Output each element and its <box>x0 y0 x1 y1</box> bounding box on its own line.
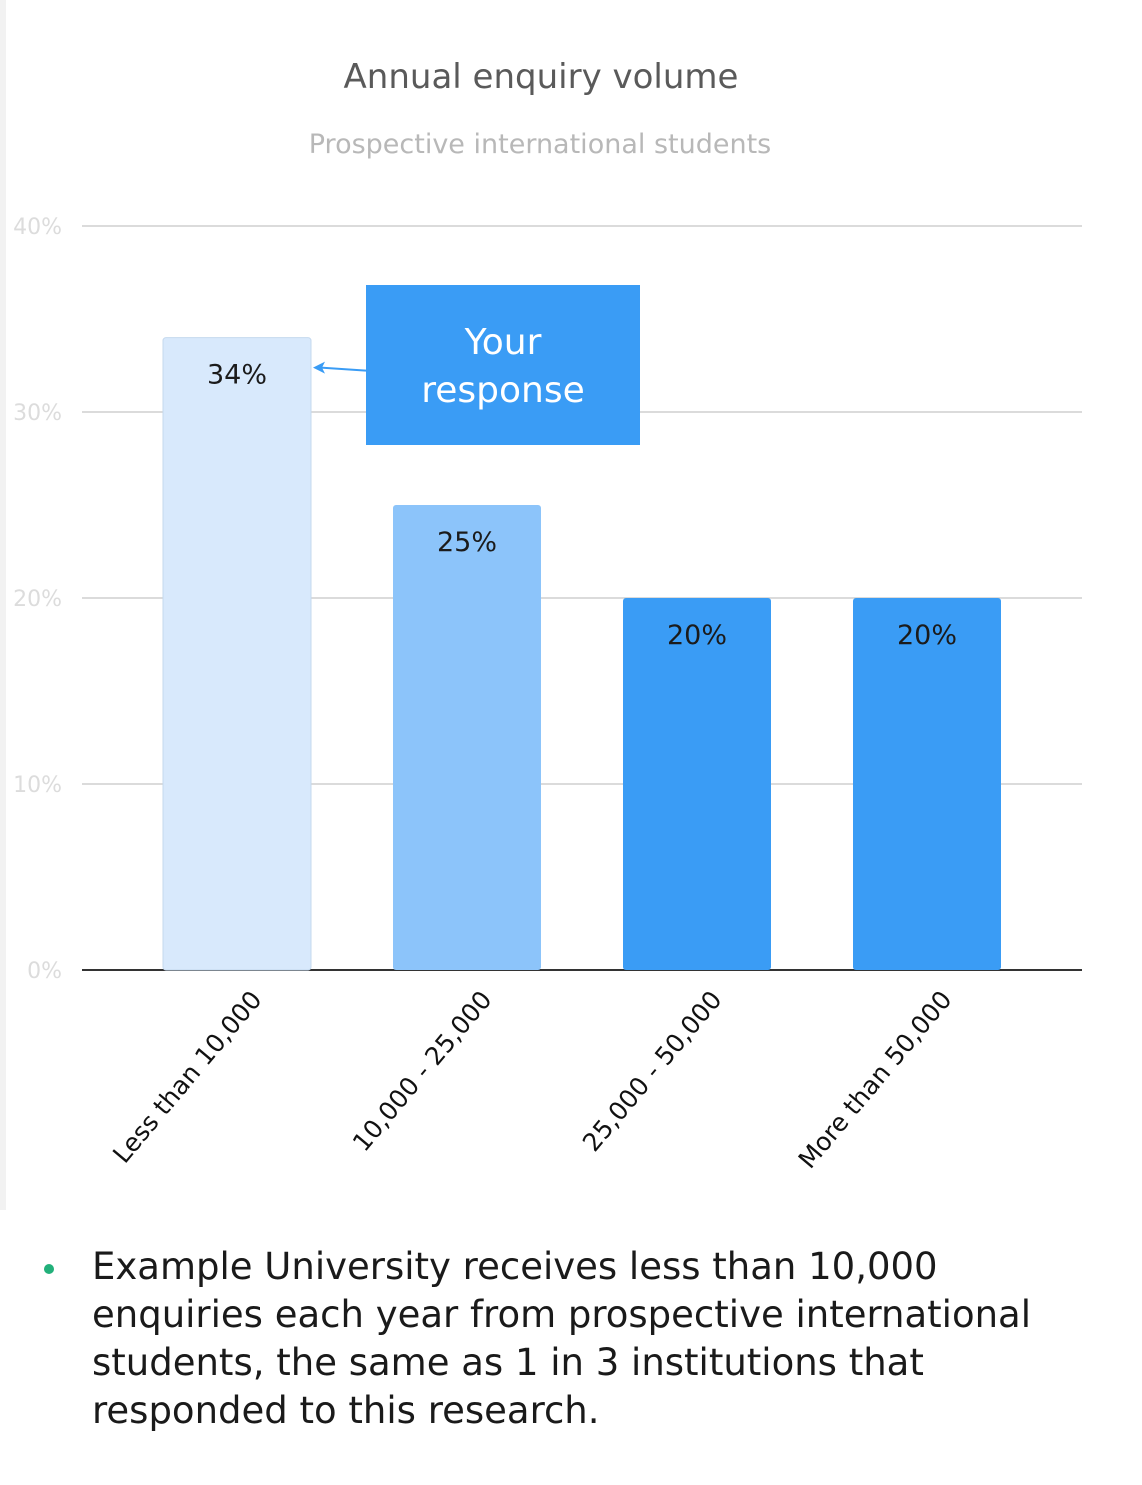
callout-arrow-line <box>320 366 367 372</box>
category-label: 25,000 - 50,000 <box>577 985 728 1157</box>
x-axis-labels: Less than 10,000 10,000 - 25,000 25,000 - … <box>107 985 957 1174</box>
arrowhead-icon <box>313 361 325 374</box>
bullet-icon <box>44 1264 54 1274</box>
chart-title: Annual enquiry volume <box>344 57 739 97</box>
y-axis-ticks: 0% 10% 20% 30% 40% <box>13 215 62 984</box>
chart-subtitle: Prospective international students <box>309 129 771 160</box>
y-tick-label: 40% <box>13 215 62 240</box>
bar-chart: Annual enquiry volume Prospective intern… <box>13 57 1082 1174</box>
y-tick-label: 20% <box>13 587 62 612</box>
category-label: 10,000 - 25,000 <box>347 985 498 1157</box>
y-tick-label: 30% <box>13 401 62 426</box>
your-response-callout: Your response <box>313 285 640 445</box>
summary-bullet: Example University receives less than 10… <box>44 1243 1114 1435</box>
data-label: 20% <box>667 620 727 651</box>
data-label: 25% <box>437 527 497 558</box>
bar <box>393 505 541 970</box>
y-tick-label: 0% <box>27 959 62 984</box>
y-tick-label: 10% <box>13 773 62 798</box>
callout-box <box>366 285 640 445</box>
category-label: Less than 10,000 <box>107 985 267 1168</box>
data-labels: 34% 25% 20% 20% <box>207 360 957 651</box>
bar <box>853 598 1001 970</box>
bars <box>162 337 1001 971</box>
summary-text: Example University receives less than 10… <box>92 1245 1032 1432</box>
bar <box>162 337 312 971</box>
callout-text: response <box>421 370 585 411</box>
bar <box>623 598 771 970</box>
data-label: 20% <box>897 620 957 651</box>
category-label: More than 50,000 <box>793 985 958 1174</box>
page-edge-rule <box>0 0 6 1210</box>
callout-text: Your <box>464 322 542 363</box>
data-label: 34% <box>207 360 267 391</box>
